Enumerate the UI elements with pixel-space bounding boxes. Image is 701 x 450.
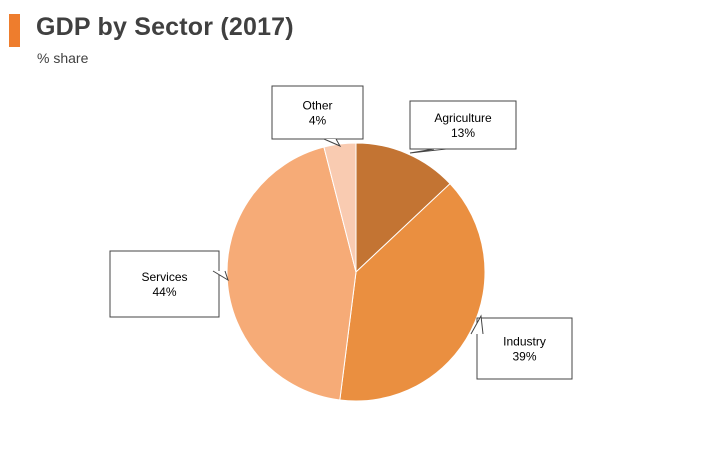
- pie-slice-other: [323, 142, 357, 273]
- pie-slice-industry: [339, 182, 486, 402]
- callout-box: [409, 100, 517, 150]
- chart-title: GDP by Sector (2017): [36, 13, 294, 41]
- slice-label: Agriculture: [434, 111, 492, 125]
- slice-label: Industry: [503, 335, 546, 349]
- callout-box: [271, 85, 364, 140]
- callout-pointer: [470, 314, 484, 335]
- callout-pointer: [212, 270, 229, 282]
- callout-box: [476, 317, 573, 380]
- slice-value-label: 4%: [309, 114, 327, 128]
- pie-slice-agriculture: [355, 142, 451, 274]
- title-accent-bar: [9, 14, 20, 47]
- slice-label: Other: [302, 99, 332, 113]
- slice-value-label: 39%: [512, 350, 536, 364]
- callout-pointer: [409, 148, 447, 154]
- chart-subtitle: % share: [37, 50, 89, 66]
- slice-value-label: 44%: [152, 285, 176, 299]
- slice-label: Services: [141, 270, 187, 284]
- callout-box: [109, 250, 220, 318]
- slice-value-label: 13%: [451, 126, 475, 140]
- callout-pointer: [323, 138, 342, 148]
